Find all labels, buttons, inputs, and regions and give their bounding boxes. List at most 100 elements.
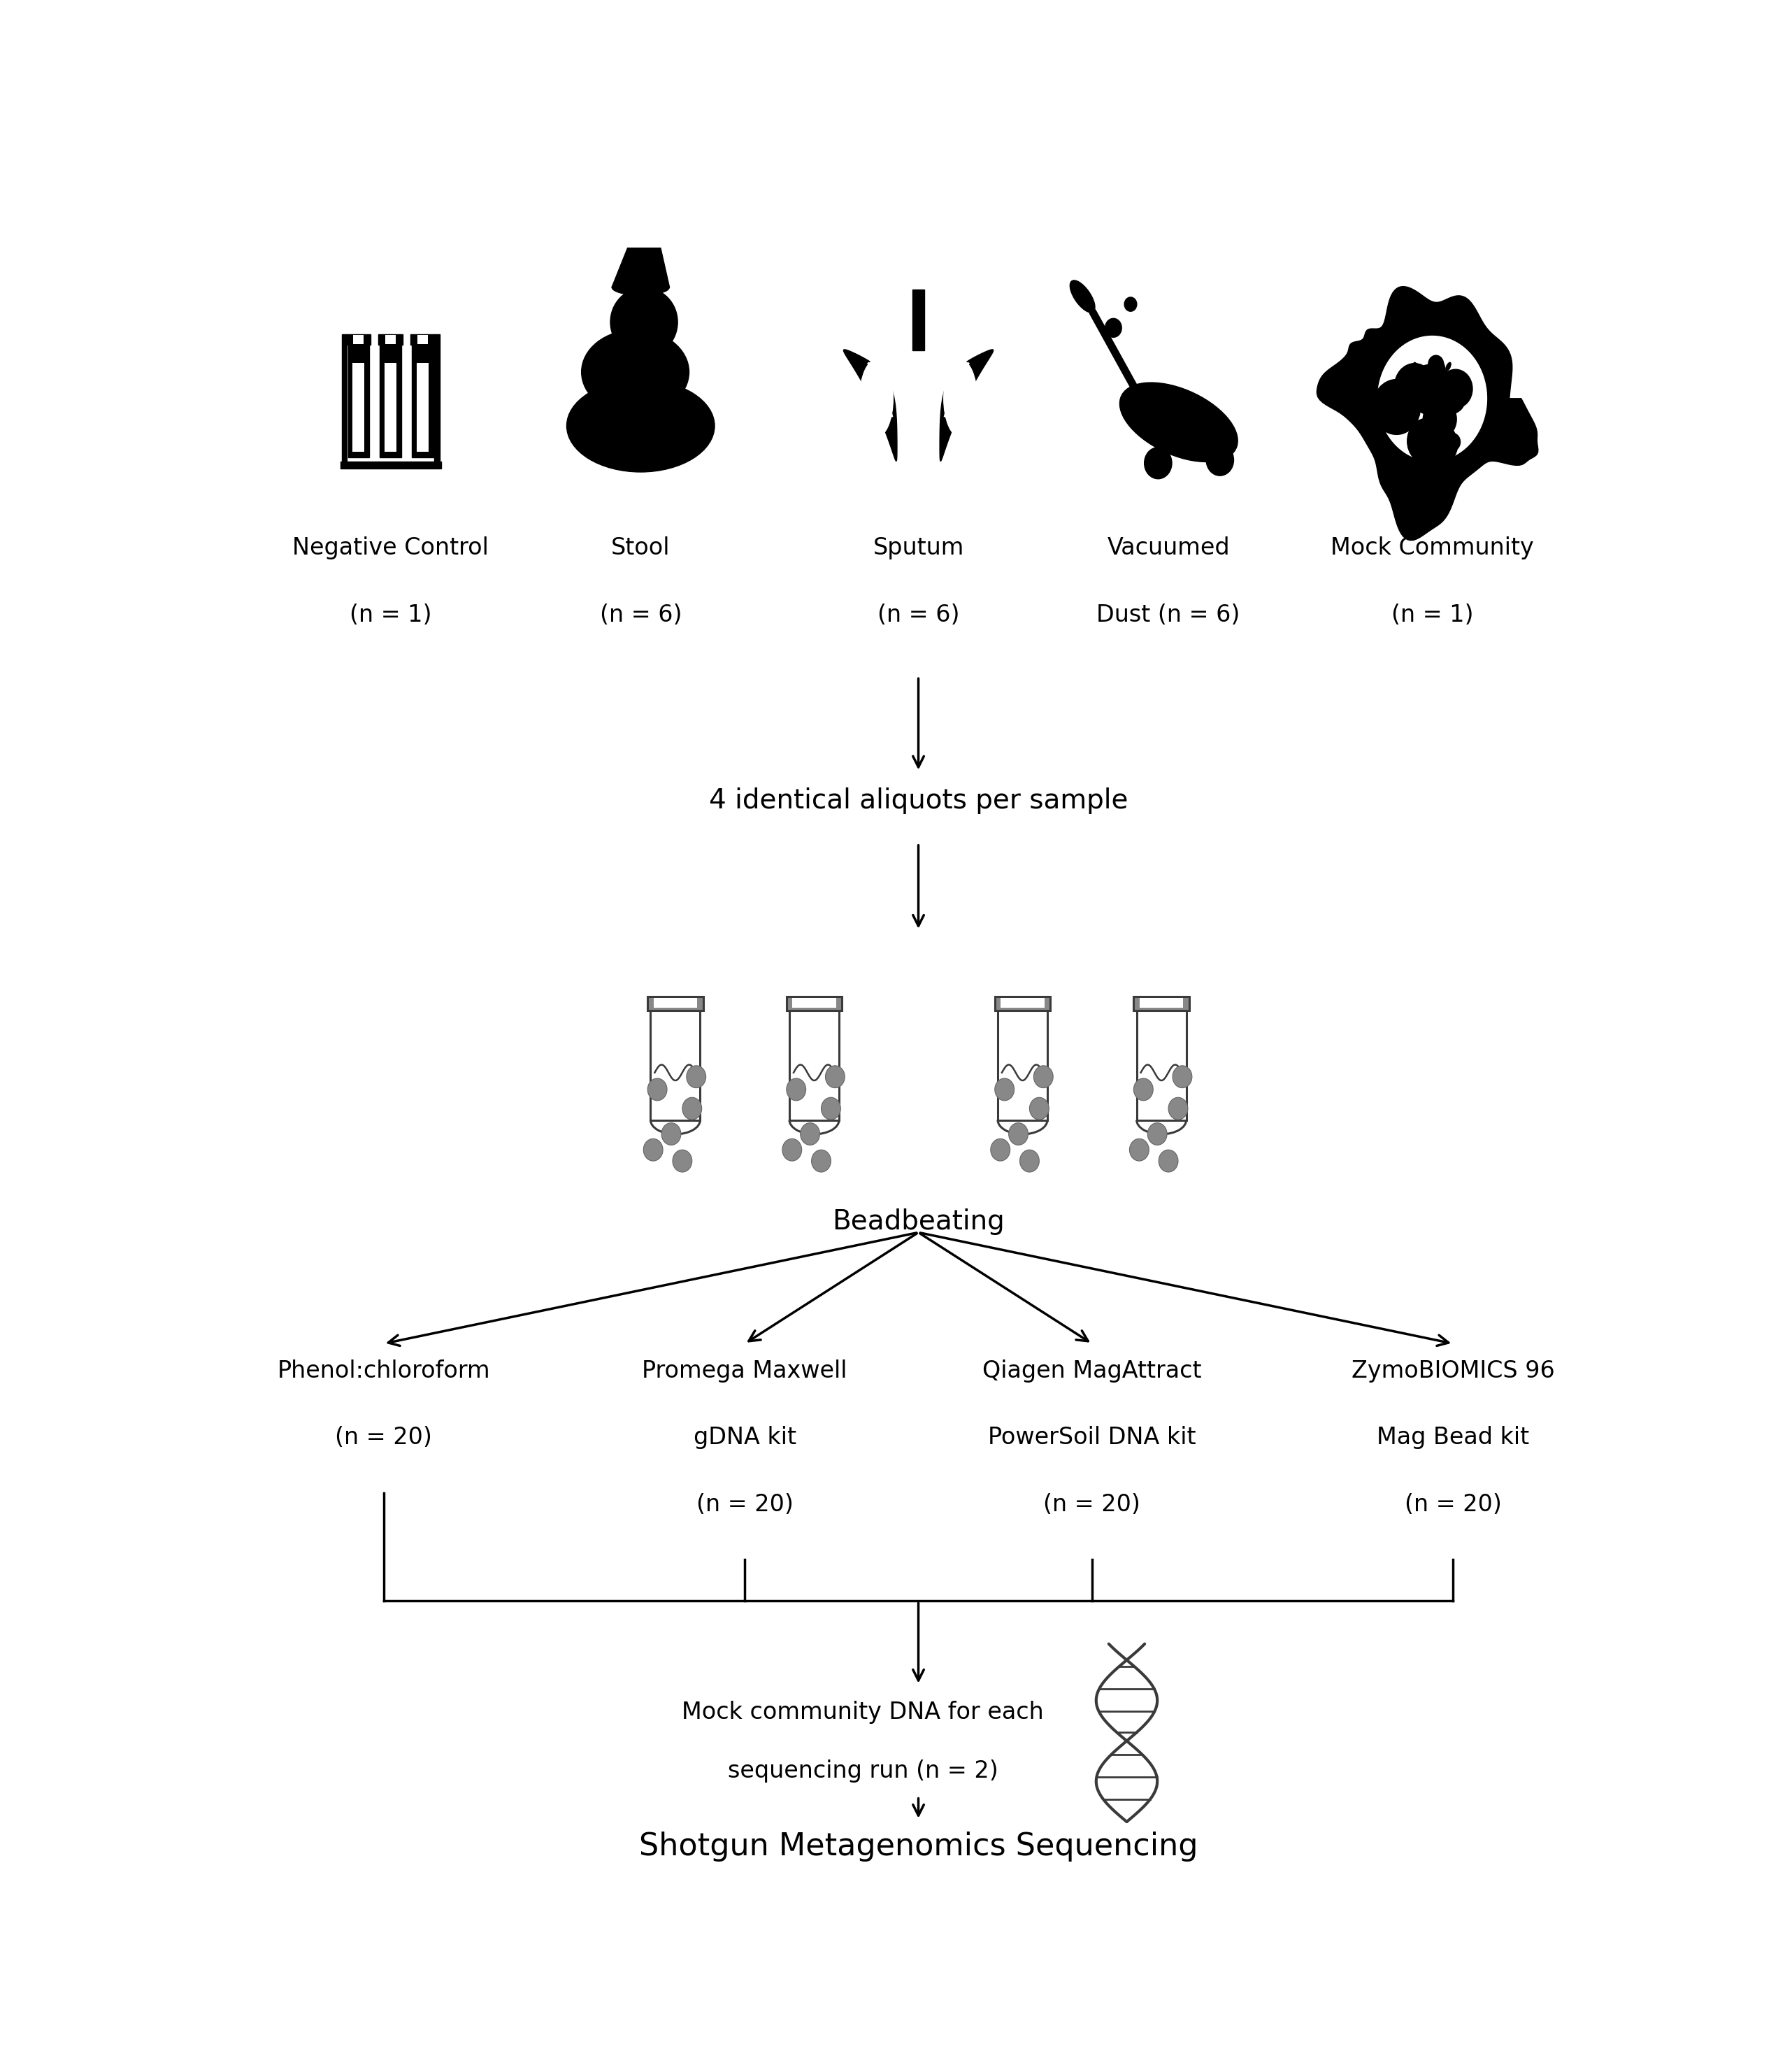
Circle shape xyxy=(991,1139,1011,1161)
Bar xyxy=(385,363,396,452)
Circle shape xyxy=(1106,318,1122,336)
Circle shape xyxy=(1034,1067,1054,1087)
Circle shape xyxy=(1409,363,1453,415)
Text: (n = 20): (n = 20) xyxy=(1405,1494,1502,1516)
Circle shape xyxy=(1437,382,1466,415)
Bar xyxy=(353,336,364,345)
Circle shape xyxy=(1029,1098,1048,1120)
Circle shape xyxy=(1444,433,1460,452)
Ellipse shape xyxy=(1396,396,1405,400)
Text: Dust (n = 6): Dust (n = 6) xyxy=(1097,602,1240,627)
Ellipse shape xyxy=(1120,382,1238,462)
Text: Phenol:chloroform: Phenol:chloroform xyxy=(278,1360,491,1382)
Circle shape xyxy=(1434,425,1450,444)
Circle shape xyxy=(661,1122,681,1145)
Circle shape xyxy=(783,1139,801,1161)
Circle shape xyxy=(1426,392,1457,425)
Circle shape xyxy=(1009,1122,1029,1145)
Text: (n = 20): (n = 20) xyxy=(1043,1494,1140,1516)
Bar xyxy=(654,998,697,1007)
Ellipse shape xyxy=(1414,361,1419,371)
Ellipse shape xyxy=(1414,425,1419,435)
Bar xyxy=(348,340,369,458)
Bar xyxy=(787,996,842,1011)
Bar xyxy=(1000,998,1045,1007)
Ellipse shape xyxy=(1460,396,1469,400)
Circle shape xyxy=(1439,437,1452,452)
Circle shape xyxy=(1421,423,1459,466)
Bar xyxy=(410,334,435,345)
Circle shape xyxy=(647,1079,667,1100)
Bar xyxy=(340,462,441,468)
Circle shape xyxy=(1168,1098,1188,1120)
Bar xyxy=(790,1009,839,1120)
Bar xyxy=(378,334,403,345)
Text: 4 identical aliquots per sample: 4 identical aliquots per sample xyxy=(710,788,1127,815)
Bar xyxy=(647,996,702,1011)
Circle shape xyxy=(1426,388,1453,421)
Circle shape xyxy=(1428,355,1444,373)
Text: ZymoBIOMICS 96: ZymoBIOMICS 96 xyxy=(1351,1360,1555,1382)
Text: Mock community DNA for each: Mock community DNA for each xyxy=(681,1702,1045,1725)
Bar xyxy=(380,340,401,458)
Circle shape xyxy=(1145,448,1172,479)
Circle shape xyxy=(683,1098,702,1120)
Ellipse shape xyxy=(858,359,894,437)
Text: Promega Maxwell: Promega Maxwell xyxy=(642,1360,848,1382)
Circle shape xyxy=(1147,1122,1167,1145)
Circle shape xyxy=(1129,1139,1149,1161)
Circle shape xyxy=(826,1067,844,1087)
Polygon shape xyxy=(939,349,993,460)
Polygon shape xyxy=(1317,287,1538,541)
Circle shape xyxy=(1439,369,1473,408)
Circle shape xyxy=(1425,408,1453,441)
Circle shape xyxy=(1134,1079,1152,1100)
Bar xyxy=(998,1009,1047,1120)
Circle shape xyxy=(821,1098,840,1120)
Bar xyxy=(1140,998,1183,1007)
Polygon shape xyxy=(1378,336,1487,462)
Circle shape xyxy=(1423,400,1457,439)
Text: (n = 20): (n = 20) xyxy=(697,1494,794,1516)
Bar xyxy=(346,334,371,345)
Bar xyxy=(1136,1009,1186,1120)
Bar xyxy=(418,336,428,345)
Ellipse shape xyxy=(1070,281,1095,312)
Text: PowerSoil DNA kit: PowerSoil DNA kit xyxy=(987,1426,1195,1450)
Text: Vacuumed: Vacuumed xyxy=(1107,536,1229,559)
Circle shape xyxy=(686,1067,706,1087)
Polygon shape xyxy=(844,349,898,460)
Circle shape xyxy=(1124,297,1136,312)
Ellipse shape xyxy=(1446,425,1452,435)
Text: (n = 6): (n = 6) xyxy=(878,602,959,627)
Text: Stool: Stool xyxy=(611,536,670,559)
Circle shape xyxy=(787,1079,806,1100)
Ellipse shape xyxy=(1446,361,1452,371)
Bar xyxy=(912,289,925,351)
Text: (n = 1): (n = 1) xyxy=(1391,602,1473,627)
Text: Mock Community: Mock Community xyxy=(1331,536,1534,559)
Bar xyxy=(385,336,396,345)
Circle shape xyxy=(1407,419,1448,464)
Bar xyxy=(792,998,837,1007)
Bar xyxy=(412,340,434,458)
Bar xyxy=(1134,996,1190,1011)
Text: Negative Control: Negative Control xyxy=(292,536,489,559)
Circle shape xyxy=(1373,380,1421,435)
Bar xyxy=(434,334,439,462)
Text: (n = 20): (n = 20) xyxy=(335,1426,432,1450)
Circle shape xyxy=(1417,373,1435,394)
Bar xyxy=(418,363,428,452)
Circle shape xyxy=(643,1139,663,1161)
Circle shape xyxy=(1159,1149,1177,1172)
Circle shape xyxy=(1172,1067,1192,1087)
Text: (n = 1): (n = 1) xyxy=(349,602,432,627)
Text: gDNA kit: gDNA kit xyxy=(694,1426,796,1450)
Text: Beadbeating: Beadbeating xyxy=(831,1209,1005,1236)
Ellipse shape xyxy=(943,359,978,437)
Circle shape xyxy=(812,1149,831,1172)
Circle shape xyxy=(672,1149,692,1172)
Circle shape xyxy=(1414,384,1439,413)
Bar xyxy=(650,1009,701,1120)
Circle shape xyxy=(1206,444,1233,477)
